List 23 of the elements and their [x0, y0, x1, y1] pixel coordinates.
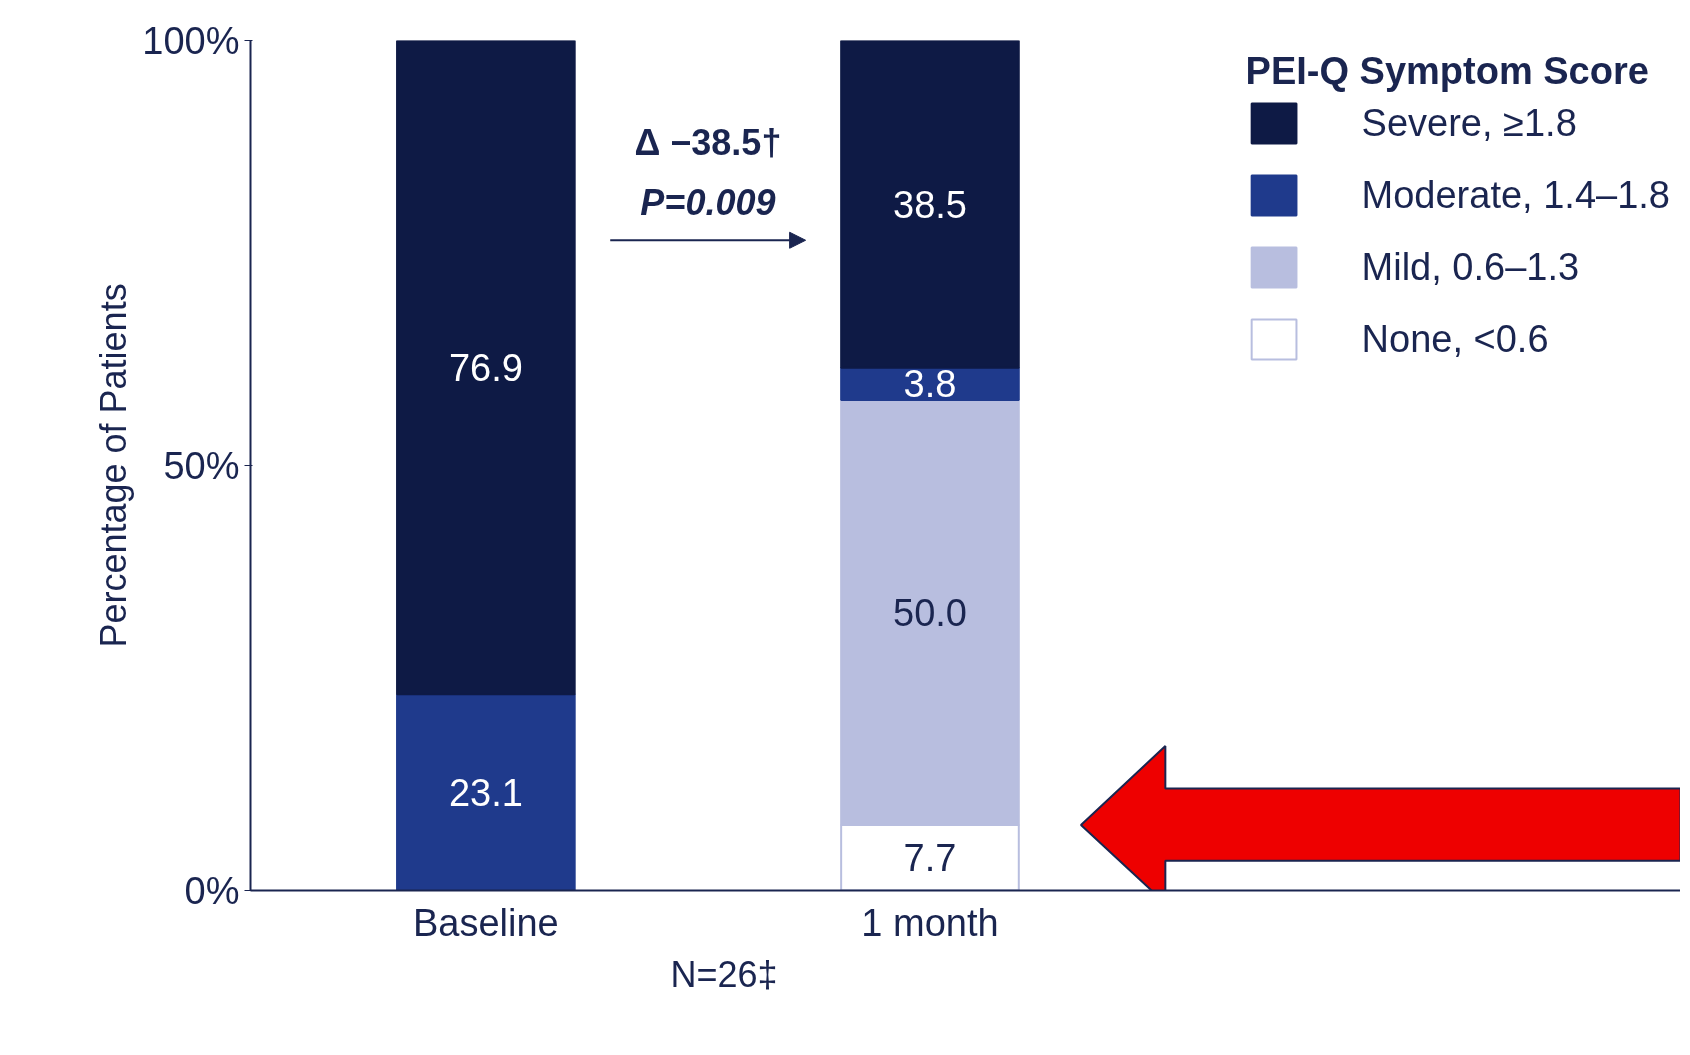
x-tick-label: Baseline [412, 901, 559, 944]
bar [396, 693, 576, 891]
data-label: 23.1 [448, 771, 523, 814]
text: N=26‡ [670, 953, 778, 995]
bar [840, 40, 1020, 369]
annotation: P=0.009 [640, 181, 776, 223]
y-axis-title: Percentage of Patients [93, 283, 135, 648]
bar [396, 40, 576, 696]
data-label: 38.5 [892, 183, 967, 226]
legend-title: PEI-Q Symptom Score [1245, 50, 1650, 93]
y-tick-label: 0% [184, 869, 240, 912]
x-tick-label: 1 month [861, 901, 999, 944]
data-label: 3.8 [903, 363, 957, 406]
y-tick-label: 50% [163, 444, 240, 487]
annotation: Δ −38.5† [634, 122, 782, 163]
legend-label: Moderate, 1.4–1.8 [1361, 173, 1670, 217]
legend-label: Mild, 0.6–1.3 [1361, 245, 1580, 289]
legend-label: None, <0.6 [1361, 317, 1549, 361]
y-tick-label: 100% [142, 19, 240, 62]
legend-label: Severe, ≥1.8 [1361, 101, 1577, 145]
data-label: 7.7 [903, 837, 957, 880]
data-label: 76.9 [448, 346, 523, 389]
data-label: 50.0 [892, 592, 967, 635]
